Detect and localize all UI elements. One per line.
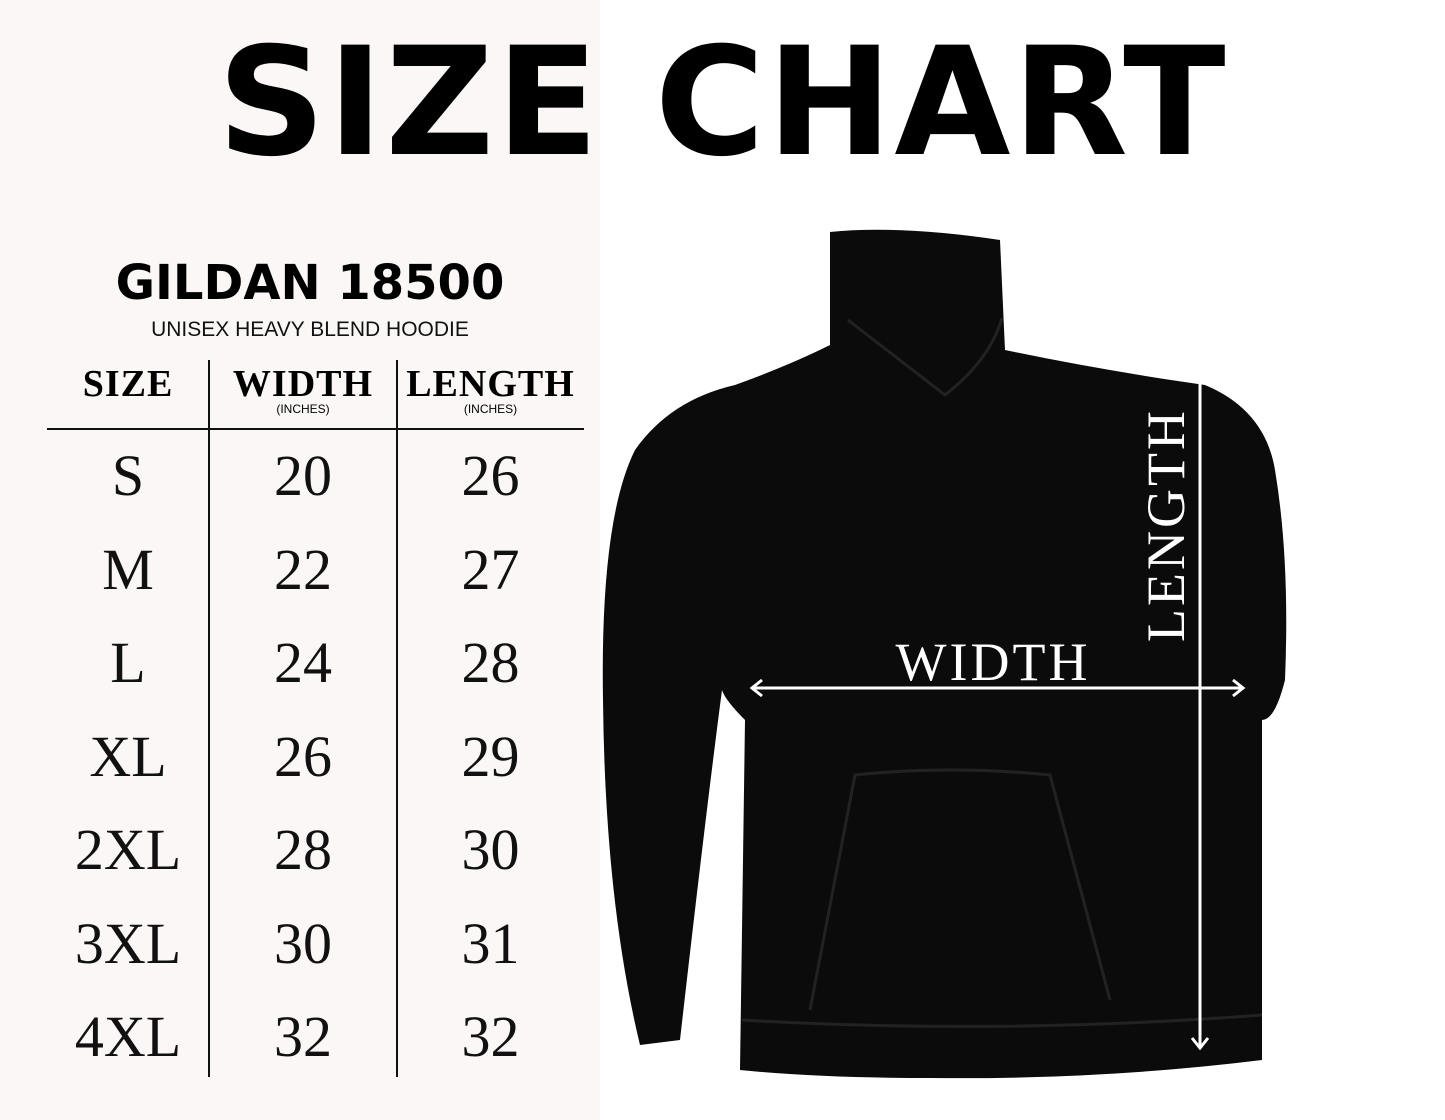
cell-size: 3XL: [74, 910, 182, 976]
cell-width: 24: [274, 630, 332, 695]
column-divider: [208, 360, 210, 1077]
cell-width: 20: [274, 443, 332, 508]
cell-length: 31: [461, 910, 520, 976]
hood-opening: [847, 317, 1004, 397]
column-divider: [396, 360, 398, 1077]
header-size: SIZE: [47, 362, 209, 406]
cell-length: 30: [461, 817, 520, 882]
cell-length: 28: [461, 630, 520, 695]
product-brand: GILDAN 18500: [115, 255, 505, 311]
header-width: WIDTH (INCHES): [209, 362, 397, 416]
page-title: SIZE CHART: [217, 16, 1228, 190]
waistband: [741, 1013, 1263, 1028]
header-size-label: SIZE: [82, 363, 174, 405]
cell-length: 27: [461, 536, 520, 602]
length-label: LENGTH: [1136, 408, 1196, 642]
cell-length: 29: [461, 723, 520, 789]
cell-width: 22: [274, 536, 332, 602]
header-length-unit: (INCHES): [463, 402, 518, 416]
cell-size: XL: [89, 723, 167, 789]
cell-length: 26: [461, 443, 520, 508]
header-width-label: WIDTH: [232, 363, 374, 405]
product-subtitle: UNISEX HEAVY BLEND HOODIE: [151, 318, 469, 341]
length-arrow: [1190, 363, 1210, 1051]
cell-size: 2XL: [74, 817, 182, 882]
cell-length: 32: [461, 1004, 520, 1069]
cell-width: 32: [274, 1004, 332, 1069]
cell-width: 30: [274, 910, 332, 976]
header-divider: [47, 428, 584, 430]
cell-size: L: [110, 630, 146, 695]
hoodie-silhouette: [602, 229, 1287, 1079]
cell-size: 4XL: [74, 1004, 182, 1069]
cell-size: M: [102, 536, 154, 602]
width-label: WIDTH: [896, 632, 1091, 692]
cell-width: 28: [274, 817, 332, 882]
cell-width: 26: [274, 723, 332, 789]
size-table-panel: [0, 0, 600, 1120]
pocket: [808, 768, 1112, 1011]
header-width-unit: (INCHES): [276, 402, 330, 416]
header-length-label: LENGTH: [406, 363, 575, 405]
header-length: LENGTH (INCHES): [397, 362, 584, 416]
width-arrow: [749, 678, 1246, 698]
cell-size: S: [111, 443, 145, 508]
